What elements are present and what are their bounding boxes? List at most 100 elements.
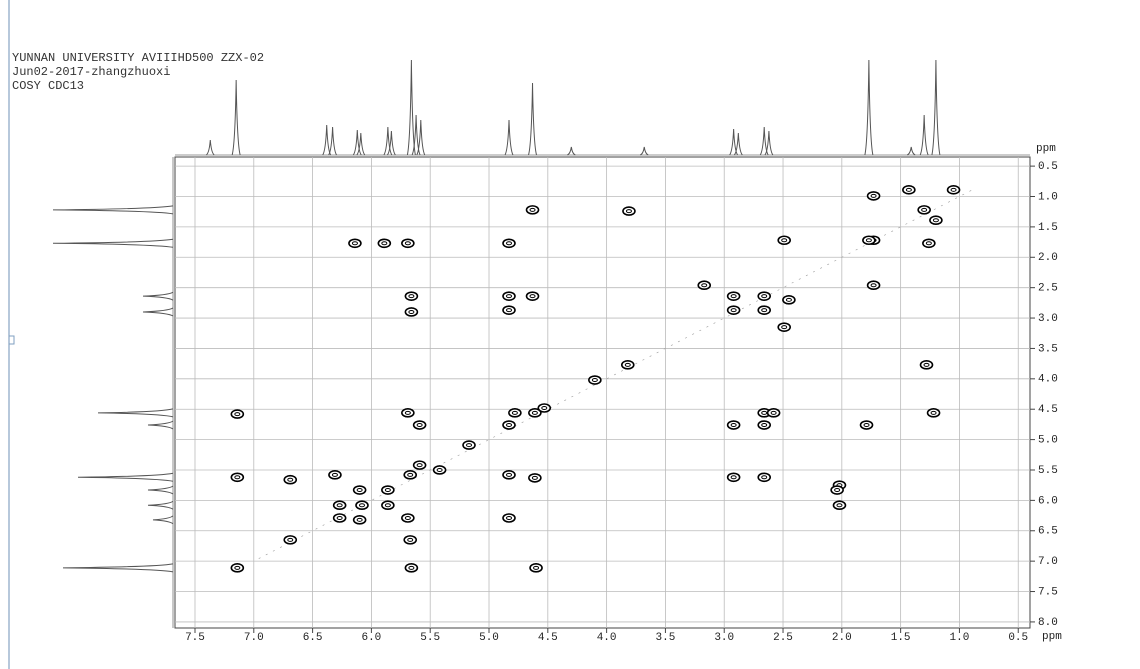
- cross-peak: [412, 460, 427, 470]
- cross-peak: [283, 535, 298, 545]
- y-tick-label: 8.0: [1038, 617, 1058, 629]
- cross-peak: [528, 473, 542, 483]
- cross-peak-core: [404, 515, 411, 520]
- projection-peak: [504, 119, 514, 156]
- cross-peak: [926, 408, 941, 418]
- cross-peak: [777, 322, 792, 332]
- cross-peak: [946, 185, 961, 195]
- cross-peak-core: [506, 472, 513, 477]
- cross-peak: [328, 470, 342, 480]
- cross-peak-core: [730, 308, 737, 313]
- cross-peak: [381, 485, 395, 495]
- cross-peak-core: [591, 378, 598, 383]
- x-tick-label: 2.0: [832, 632, 852, 644]
- x-tick-label: 5.0: [479, 632, 499, 644]
- x-tick-label: 6.0: [361, 632, 381, 644]
- y-tick-label: 0.5: [1038, 161, 1058, 173]
- cross-peak: [528, 408, 542, 418]
- cross-peak-core: [950, 187, 957, 192]
- projection-peak: [386, 130, 396, 156]
- projection-peak: [77, 472, 174, 482]
- cross-peak-core: [730, 475, 737, 480]
- cross-peak: [525, 291, 540, 301]
- cross-peak: [782, 295, 796, 305]
- y-tick-label: 2.0: [1038, 252, 1058, 264]
- cross-peak-core: [531, 410, 538, 415]
- y-tick-label: 1.0: [1038, 191, 1058, 203]
- x-tick-label: 1.0: [950, 632, 970, 644]
- projection-peak: [383, 126, 393, 156]
- y-tick-label: 3.5: [1038, 343, 1058, 355]
- cross-peak-core: [416, 423, 423, 428]
- cross-peak-core: [234, 412, 241, 417]
- cross-peak-core: [336, 515, 343, 520]
- y-tick-label: 4.0: [1038, 374, 1058, 386]
- cross-peak-core: [336, 503, 343, 508]
- cross-peak: [919, 360, 934, 370]
- projection-peak: [733, 132, 743, 156]
- cross-peak-core: [834, 488, 841, 493]
- projection-peak: [919, 114, 929, 156]
- cross-peak-core: [356, 517, 363, 522]
- cross-peak-core: [624, 362, 631, 367]
- cross-peak-core: [863, 423, 870, 428]
- cross-peak-core: [625, 209, 632, 214]
- projection-peak: [97, 408, 174, 418]
- cross-peak: [622, 206, 636, 216]
- cross-peak-core: [836, 503, 843, 508]
- cross-peak-core: [234, 475, 241, 480]
- plot-frame: [174, 156, 1031, 629]
- projection-peak: [147, 485, 174, 495]
- cross-peak: [404, 563, 419, 573]
- projection-peak: [142, 307, 174, 317]
- x-tick-label: 3.0: [714, 632, 734, 644]
- cross-peak: [508, 408, 522, 418]
- projection-peak: [864, 59, 874, 156]
- projection-peak: [147, 500, 174, 510]
- cross-peak: [726, 305, 741, 315]
- cross-peak: [830, 485, 844, 495]
- cross-peak-core: [770, 410, 777, 415]
- x-tick-label: 5.5: [420, 632, 440, 644]
- cross-peak-core: [351, 241, 358, 246]
- cross-peak-core: [234, 565, 241, 570]
- cross-peak-core: [381, 241, 388, 246]
- cross-peak: [525, 205, 540, 215]
- projection-peak: [147, 420, 174, 430]
- projection-peak: [931, 59, 941, 156]
- cross-peak-core: [761, 423, 768, 428]
- cross-peak: [230, 409, 245, 419]
- cross-peak: [777, 235, 792, 246]
- cross-peak-core: [287, 477, 294, 482]
- cross-peak: [401, 513, 415, 523]
- cross-peak: [401, 238, 415, 249]
- cross-peak: [757, 305, 772, 315]
- cross-peak: [502, 305, 516, 315]
- cross-peak-core: [925, 241, 932, 246]
- cross-peak: [766, 408, 781, 418]
- y-tick-label: 4.5: [1038, 404, 1058, 416]
- cross-peak: [462, 440, 476, 450]
- cross-peak: [230, 563, 245, 573]
- cross-peak: [922, 238, 936, 249]
- cross-peak: [355, 500, 369, 511]
- cross-peak-core: [531, 475, 538, 480]
- cross-peak-core: [356, 488, 363, 493]
- projection-peak: [567, 146, 576, 156]
- cross-peak: [502, 420, 516, 430]
- cross-peak-core: [529, 207, 536, 212]
- projection-peak: [62, 563, 174, 573]
- cross-peak: [377, 238, 392, 249]
- x-tick-label: 3.5: [656, 632, 676, 644]
- cross-peak-core: [921, 207, 928, 212]
- cross-peak: [757, 472, 772, 483]
- y-tick-label: 1.5: [1038, 222, 1058, 234]
- projection-peak: [205, 139, 215, 156]
- cross-peak: [757, 420, 772, 430]
- cross-peak-core: [408, 309, 415, 314]
- cross-peak: [502, 238, 516, 249]
- projection-peak: [406, 59, 416, 156]
- diagonal-guide: [253, 190, 972, 562]
- cross-peak-core: [416, 463, 423, 468]
